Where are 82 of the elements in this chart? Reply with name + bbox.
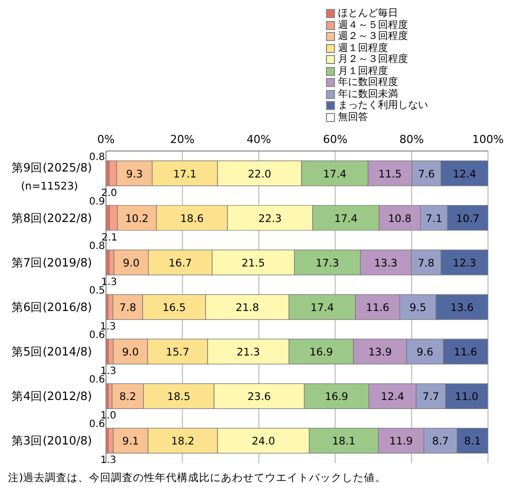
- y-tick-label: 第8回(2022/8): [11, 210, 92, 225]
- data-label: 17.1: [173, 168, 197, 180]
- y-tick-label: 第4回(2012/8): [11, 389, 92, 404]
- y-tick-label: 第9回(2025/8) (n=11523): [11, 160, 92, 192]
- x-tick-label: 60%: [322, 133, 348, 146]
- y-tick-label: 第7回(2019/8): [11, 255, 92, 270]
- legend-label: 週４～５回程度: [338, 20, 408, 30]
- data-label: 11.9: [389, 436, 413, 448]
- data-label: 21.5: [242, 257, 265, 270]
- legend-label: 週２～３回程度: [338, 31, 408, 42]
- data-label: 0.5: [89, 286, 105, 297]
- data-label: 0.6: [89, 330, 105, 342]
- data-label: 8.7: [432, 436, 449, 448]
- data-label: 17.4: [310, 302, 334, 314]
- data-label: 16.7: [168, 257, 192, 270]
- data-label: 13.9: [368, 346, 392, 359]
- data-label: 18.5: [167, 391, 190, 404]
- y-tick-label: 第5回(2014/8): [11, 344, 92, 359]
- data-label: 17.4: [323, 168, 347, 180]
- data-label: 9.0: [122, 346, 139, 359]
- data-label: 10.2: [125, 212, 149, 225]
- data-label: 1.3: [100, 455, 116, 466]
- x-tick-label: 40%: [246, 133, 272, 146]
- data-label: 9.3: [126, 168, 143, 180]
- data-label: 9.5: [410, 302, 426, 314]
- data-label: 13.3: [374, 257, 398, 270]
- data-label: 0.8: [89, 240, 105, 252]
- data-label: 23.6: [247, 391, 272, 404]
- data-label: 12.3: [452, 257, 476, 270]
- data-label: 18.2: [171, 436, 194, 448]
- data-label: 11.5: [378, 168, 402, 180]
- x-tick-label: 20%: [170, 133, 195, 146]
- data-label: 21.3: [236, 346, 260, 359]
- data-label: 16.9: [310, 346, 333, 359]
- data-label: 17.3: [316, 257, 340, 270]
- y-tick-label: 第3回(2010/8): [11, 434, 92, 448]
- data-label: 7.8: [119, 302, 136, 314]
- data-label: 7.8: [418, 257, 434, 270]
- data-label: 22.3: [258, 212, 282, 225]
- data-label: 9.6: [416, 346, 434, 359]
- data-label: 7.7: [422, 391, 440, 404]
- data-label: 18.1: [332, 436, 356, 448]
- data-label: 0.6: [89, 419, 105, 430]
- data-label: 11.6: [366, 302, 390, 314]
- data-label: 8.2: [119, 391, 136, 404]
- legend-label: 無回答: [338, 112, 368, 123]
- data-label: 10.8: [388, 212, 412, 225]
- x-tick-label: 0%: [97, 133, 115, 146]
- data-label: 22.0: [248, 168, 272, 180]
- data-label: 7.1: [426, 212, 442, 225]
- data-label: 0.9: [89, 196, 105, 208]
- data-label: 12.4: [380, 391, 405, 404]
- data-label: 7.6: [418, 168, 436, 180]
- legend-label: 週１回程度: [338, 42, 388, 54]
- data-label: 11.0: [454, 391, 478, 404]
- data-label: 21.8: [236, 302, 260, 314]
- y-tick-label: 第6回(2016/8): [11, 300, 92, 314]
- data-label: 11.6: [454, 346, 478, 359]
- data-label: 24.0: [252, 436, 276, 448]
- data-label: 1.3: [101, 276, 118, 288]
- legend-label: 月１回程度: [338, 66, 388, 76]
- legend-label: 年に数回程度: [338, 77, 398, 88]
- text: 注)過去調査は、今回調査の性年代構成比にあわせてウエイトバックした値。: [8, 471, 388, 485]
- legend-label: 月２～３回程度: [338, 54, 408, 66]
- data-label: 10.7: [456, 212, 480, 225]
- data-label: 9.1: [122, 436, 139, 448]
- data-label: 0.6: [89, 374, 105, 386]
- data-label: 13.6: [450, 302, 474, 314]
- data-label: 16.9: [324, 391, 348, 404]
- data-label: 18.6: [180, 212, 204, 225]
- legend-label: ほとんど毎日: [338, 8, 398, 20]
- data-label: 15.7: [166, 346, 190, 359]
- data-label: 17.4: [334, 212, 358, 225]
- legend-label: 年に数回未満: [338, 88, 398, 100]
- data-label: 16.5: [162, 302, 186, 314]
- data-label: 0.8: [89, 152, 105, 163]
- data-label: 12.4: [452, 168, 477, 180]
- x-tick-label: 80%: [399, 133, 424, 146]
- data-label: 9.0: [122, 257, 140, 270]
- legend-label: まったく利用しない: [338, 100, 428, 112]
- data-label: 8.1: [464, 436, 481, 448]
- x-tick-label: 100%: [472, 133, 504, 146]
